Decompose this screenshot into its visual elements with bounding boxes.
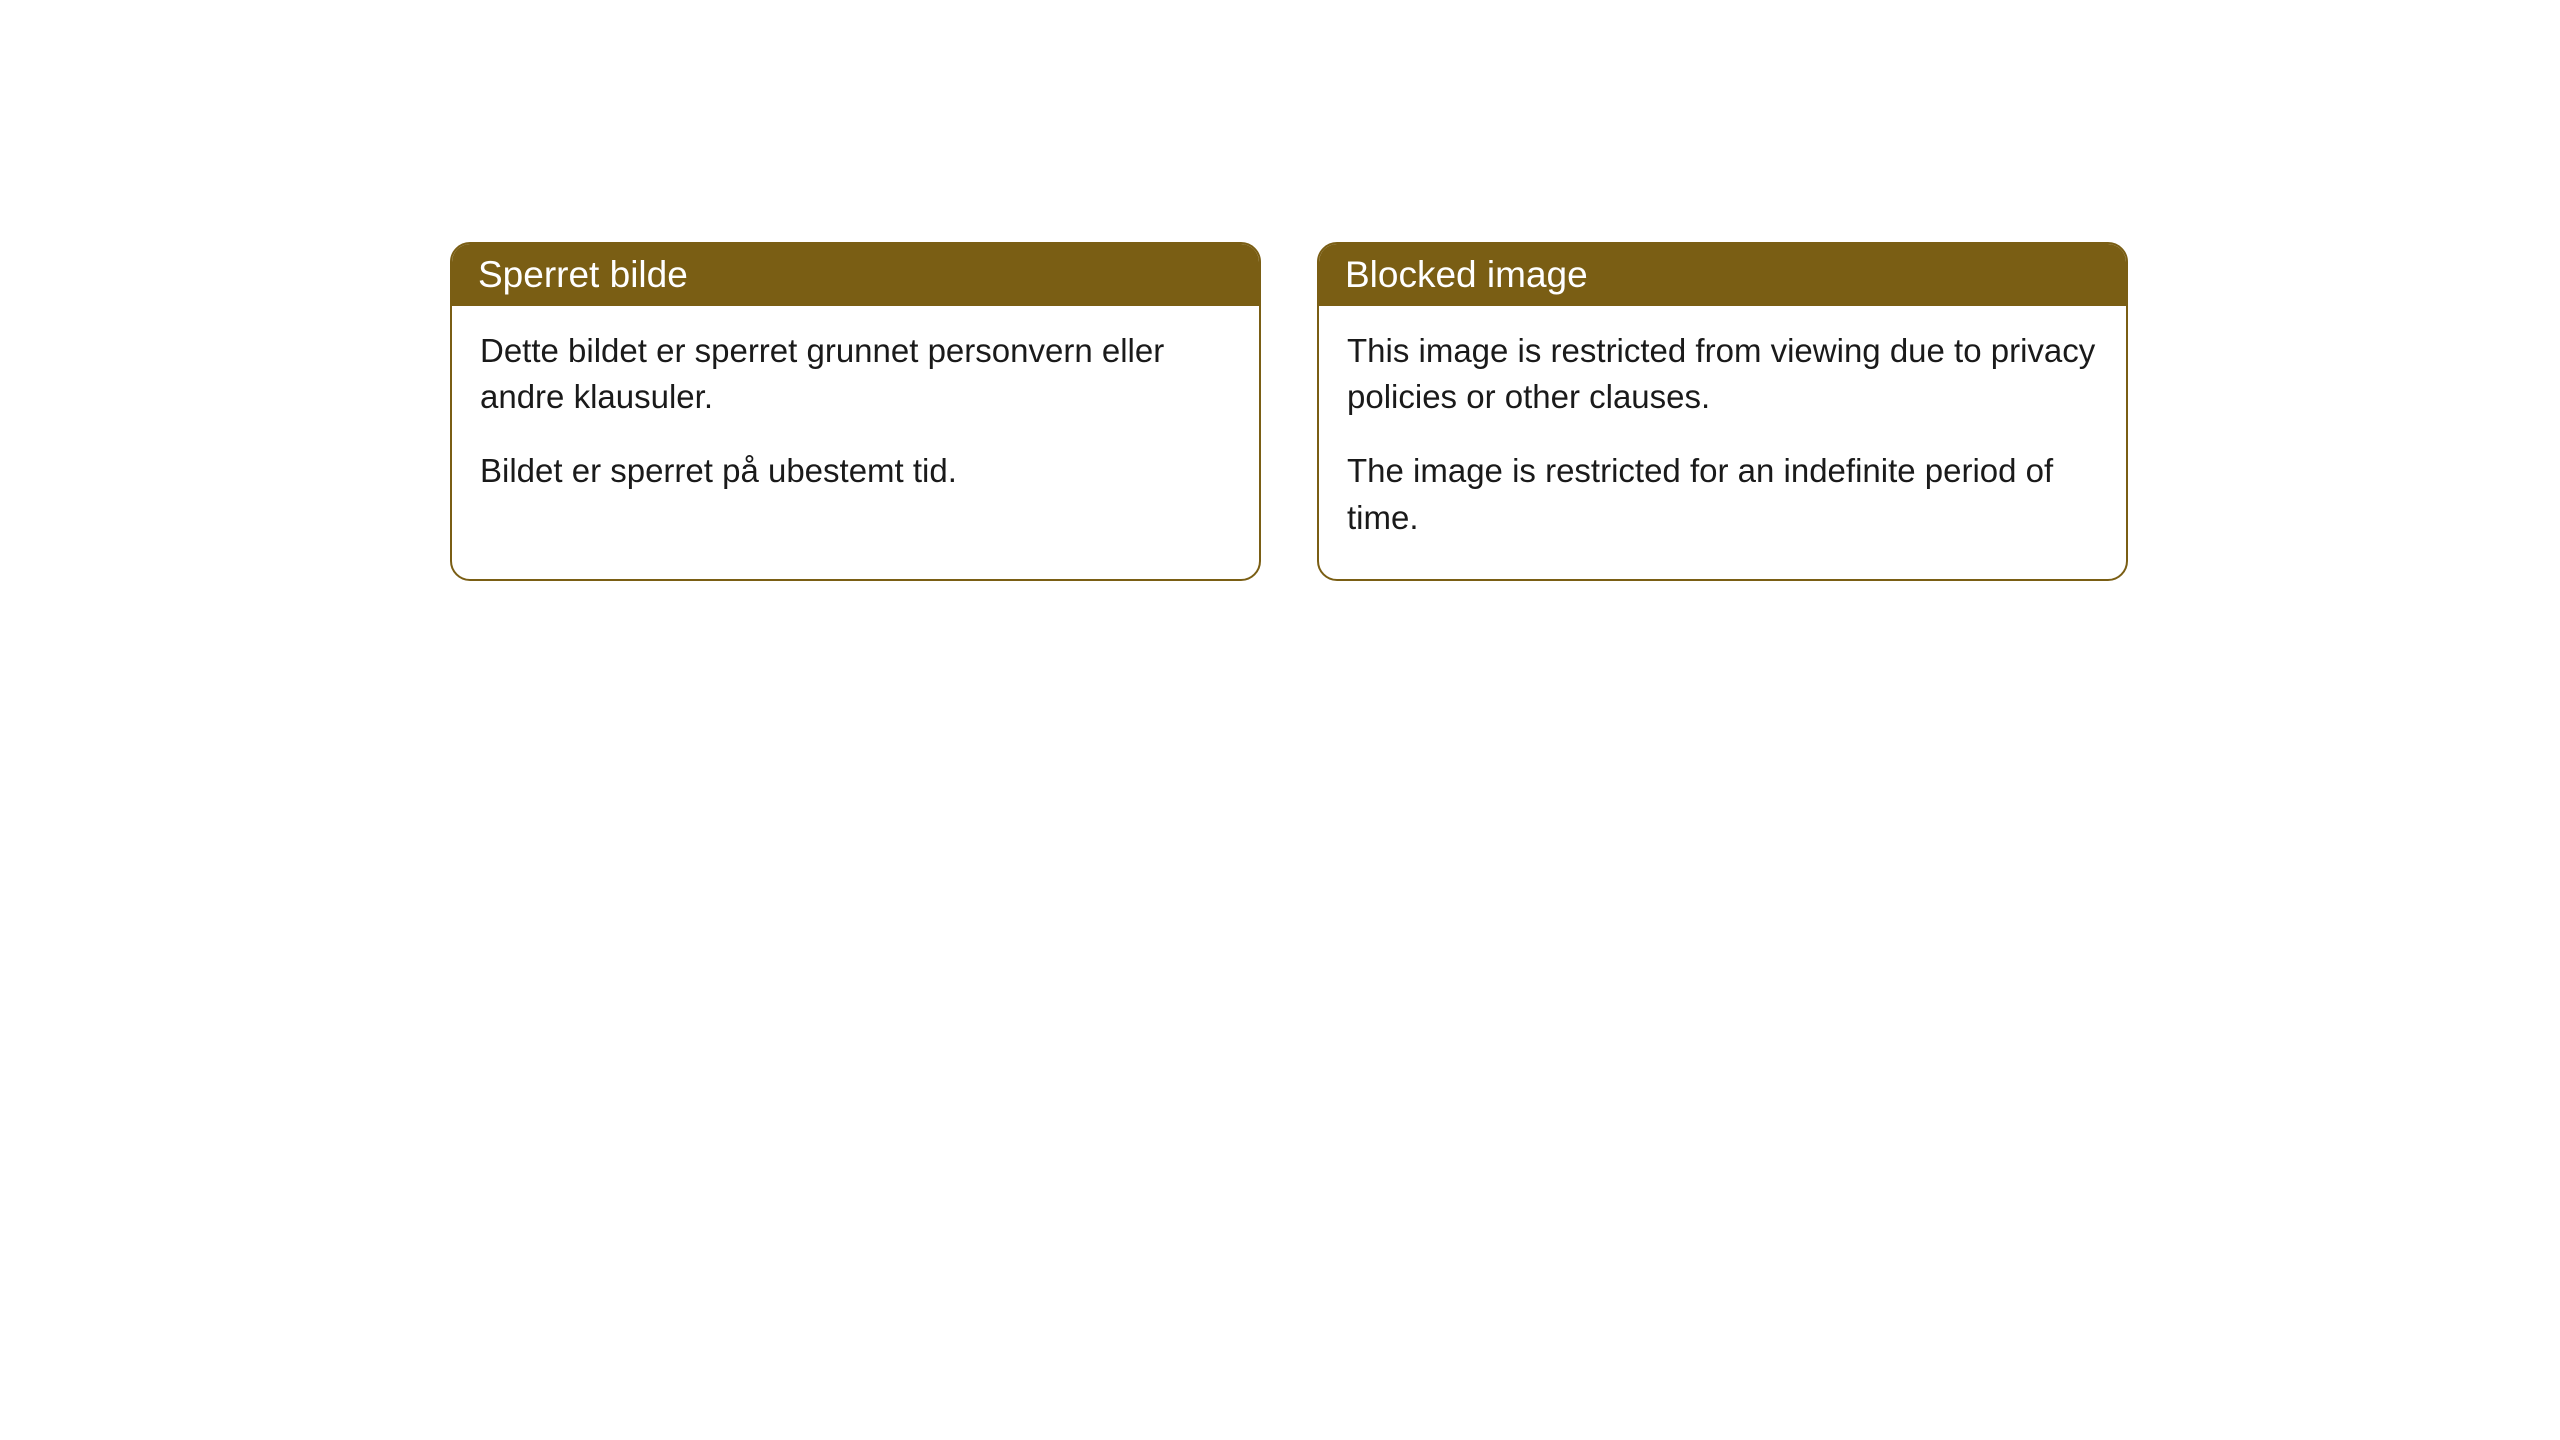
card-header-title: Sperret bilde xyxy=(478,254,688,295)
card-header-title: Blocked image xyxy=(1345,254,1588,295)
blocked-image-card-norwegian: Sperret bilde Dette bildet er sperret gr… xyxy=(450,242,1261,581)
card-body-paragraph: Bildet er sperret på ubestemt tid. xyxy=(480,448,1231,494)
card-header: Sperret bilde xyxy=(452,244,1259,306)
card-body-paragraph: The image is restricted for an indefinit… xyxy=(1347,448,2098,540)
card-body-paragraph: Dette bildet er sperret grunnet personve… xyxy=(480,328,1231,420)
card-body: Dette bildet er sperret grunnet personve… xyxy=(452,306,1259,533)
blocked-image-card-english: Blocked image This image is restricted f… xyxy=(1317,242,2128,581)
card-body-paragraph: This image is restricted from viewing du… xyxy=(1347,328,2098,420)
notice-cards-container: Sperret bilde Dette bildet er sperret gr… xyxy=(450,242,2128,581)
card-body: This image is restricted from viewing du… xyxy=(1319,306,2126,579)
card-header: Blocked image xyxy=(1319,244,2126,306)
